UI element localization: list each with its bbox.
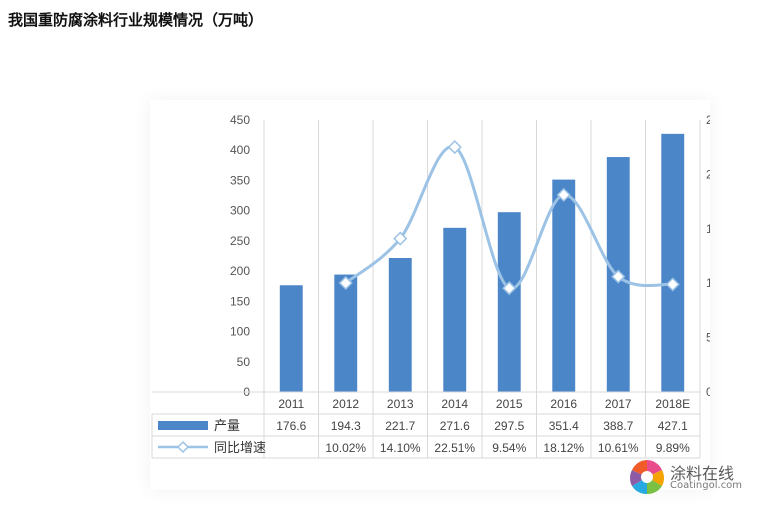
chart-svg: 0501001502002503003504004500%5%10%15%20%… [151,113,730,459]
legend-bar-label: 产量 [214,418,240,433]
table-value-bar: 388.7 [603,419,633,433]
bar [334,274,358,392]
table-value-line: 22.51% [434,441,475,455]
chart-card: 0501001502002503003504004500%5%10%15%20%… [150,100,730,490]
right-axis-tick-label: 25% [706,113,710,127]
table-value-line: 18.12% [543,441,584,455]
table-value-line: 9.89% [656,441,690,455]
page-title: 我国重防腐涂料行业规模情况（万吨） [8,11,264,29]
table-value-line: 14.10% [380,441,421,455]
x-tick-label: 2012 [332,397,359,411]
right-axis-tick-label: 5% [706,331,710,345]
x-tick-label: 2011 [278,397,304,411]
watermark-name: 涂料在线 [670,464,735,483]
table-value-bar: 176.6 [276,419,306,433]
table-value-line: 10.02% [325,441,366,455]
table-value-bar: 221.7 [385,419,415,433]
left-axis-tick-label: 350 [230,173,250,187]
left-axis-tick-label: 400 [230,143,250,157]
bar [552,179,576,392]
table-value-bar: 297.5 [494,419,524,433]
right-axis-tick-label: 20% [706,167,710,181]
table-value-bar: 271.6 [440,419,470,433]
growth-point [393,231,408,246]
growth-point [665,277,680,292]
table-value-bar: 427.1 [658,419,688,433]
legend-line-marker [176,440,190,454]
legend-bar-swatch [158,421,208,430]
left-axis-tick-label: 250 [230,234,250,248]
x-tick-label: 2017 [605,397,632,411]
legend-line-label: 同比增速 [214,440,266,455]
bar [279,285,303,392]
right-axis-tick-label: 0% [706,385,710,399]
growth-point [447,140,462,155]
left-axis-tick-label: 300 [230,204,250,218]
table-value-bar: 194.3 [331,419,361,433]
right-axis-tick-label: 15% [706,222,710,236]
right-axis-tick-label: 10% [706,276,710,290]
table-value-bar: 351.4 [549,419,579,433]
bar [388,257,412,392]
growth-point [556,187,571,202]
growth-point [502,281,517,296]
x-tick-label: 2016 [550,397,577,411]
left-axis-tick-label: 50 [237,355,251,369]
growth-point [338,275,353,291]
bar [661,133,685,392]
left-axis-tick-label: 200 [230,264,250,278]
watermark-domain: Coatingol.com [670,480,743,491]
table-value-line: 10.61% [598,441,639,455]
left-axis-tick-label: 450 [230,113,250,127]
watermark: 涂料在线 Coatingol.com [626,458,746,498]
watermark-logo-icon [630,460,664,495]
x-tick-label: 2018E [655,397,690,411]
bar [443,227,467,392]
x-tick-label: 2013 [387,397,414,411]
table-value-line: 9.54% [492,441,526,455]
x-tick-label: 2014 [441,397,468,411]
bar [497,212,521,392]
growth-point [611,269,626,284]
left-axis-tick-label: 150 [230,294,250,308]
x-tick-label: 2015 [496,397,523,411]
left-axis-tick-label: 100 [230,325,250,339]
